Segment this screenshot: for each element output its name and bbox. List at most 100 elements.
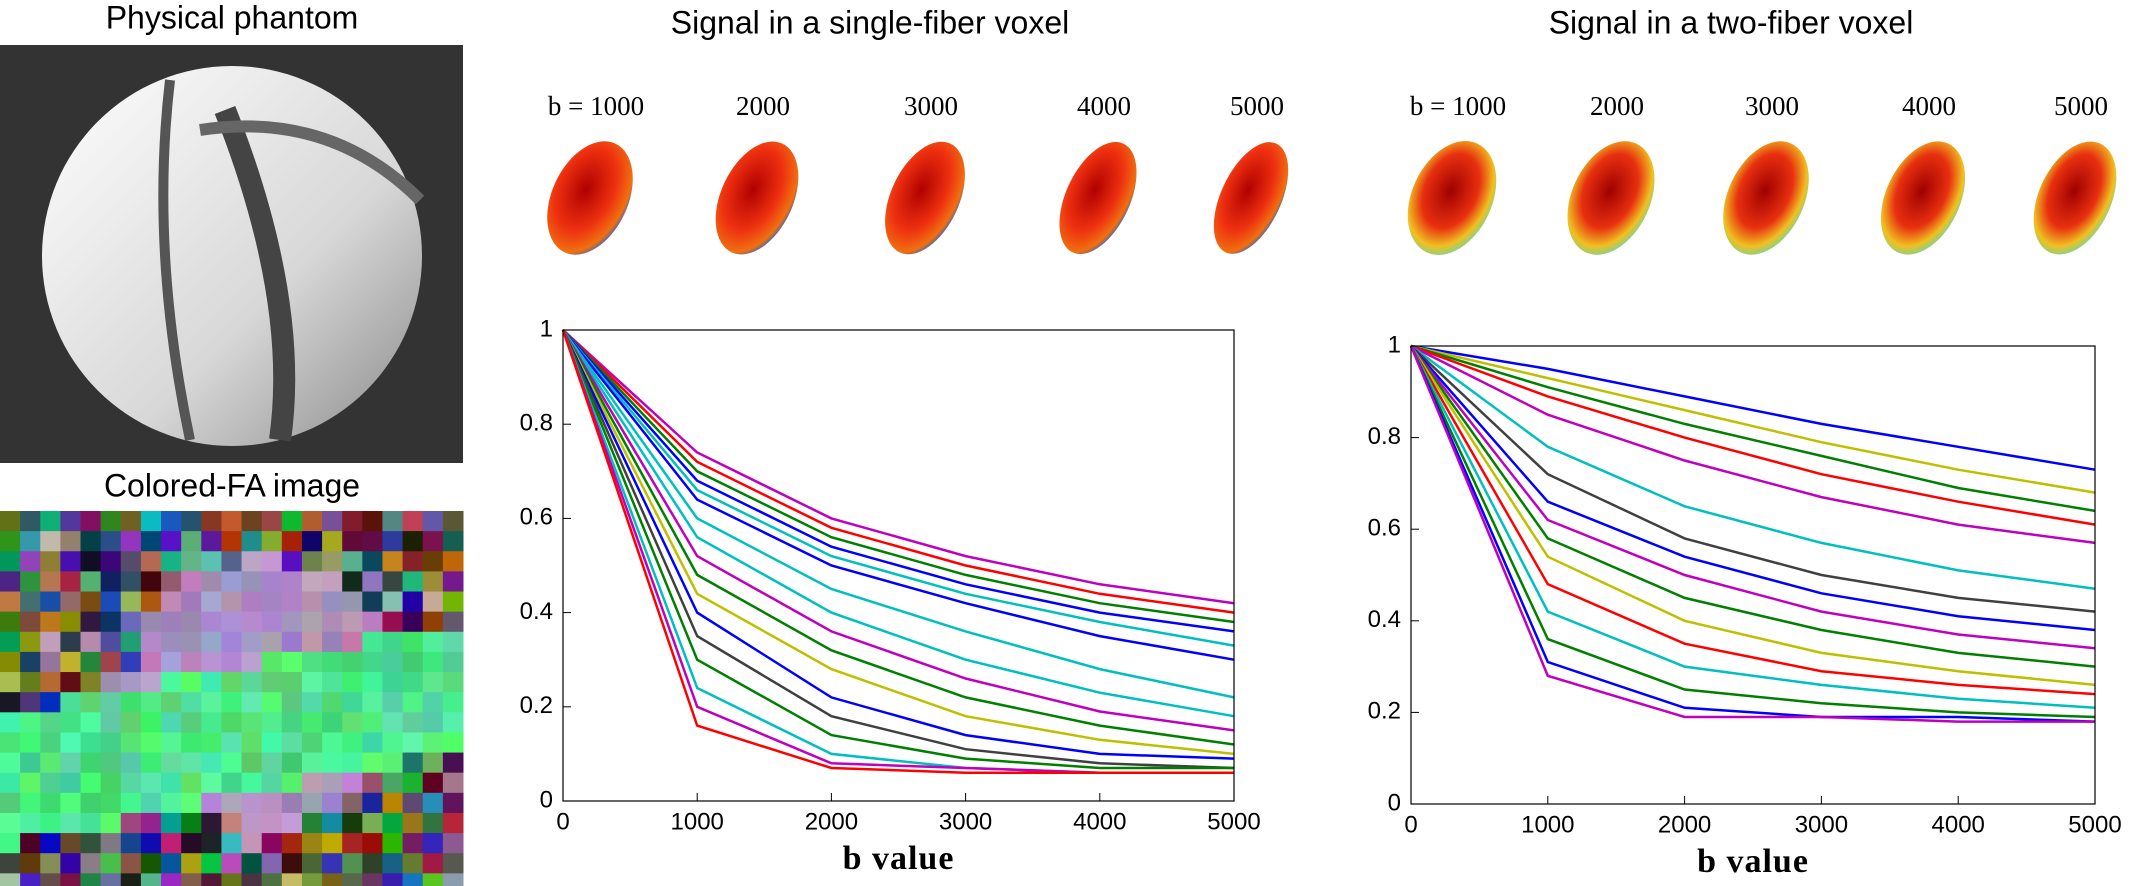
fa-pixel [342, 752, 363, 774]
fa-pixel [40, 611, 61, 633]
fa-pixel [342, 571, 363, 593]
fa-pixel [442, 772, 464, 794]
fa-pixel [342, 833, 363, 854]
fa-pixel [382, 833, 404, 854]
fa-pixel [40, 531, 61, 552]
fa-pixel [342, 712, 363, 733]
fa-pixel [281, 833, 303, 854]
fa-pixel [301, 752, 323, 774]
fa-pixel [281, 732, 303, 754]
fa-pixel [40, 833, 61, 854]
fa-pixel [0, 732, 21, 754]
fa-pixel [181, 651, 202, 673]
x-tick-label: 4000 [1073, 808, 1126, 835]
fa-pixel [322, 511, 343, 532]
data-line [1410, 345, 2096, 650]
glyph-label: 4000 [1077, 91, 1131, 121]
fa-pixel [100, 672, 122, 693]
fa-pixel [60, 712, 82, 733]
fa-pixel [221, 853, 243, 874]
data-line [562, 329, 1235, 647]
y-tick-label: 0 [1388, 789, 1401, 816]
fa-pixel [382, 772, 404, 794]
fa-pixel [201, 591, 222, 613]
fa-pixel [140, 672, 162, 693]
data-line [561, 329, 1235, 718]
data-line [562, 329, 1235, 605]
fa-pixel [20, 812, 41, 834]
fa-pixel [281, 611, 303, 633]
fa-pixel [20, 772, 41, 794]
fa-pixel [322, 833, 343, 854]
fa-pixel [382, 531, 404, 552]
fa-pixel [60, 873, 82, 886]
fa-pixel [241, 712, 263, 733]
fa-pixel [161, 792, 182, 814]
fa-pixel [402, 712, 424, 733]
fa-pixel [402, 833, 424, 854]
fa-pixel [301, 571, 323, 593]
fa-pixel [322, 571, 343, 593]
data-line [1409, 345, 2096, 723]
fa-pixel [362, 732, 383, 754]
fa-pixel [140, 511, 162, 532]
fa-pixel [422, 571, 444, 593]
fa-pixel [402, 611, 424, 633]
fa-pixel [422, 732, 444, 754]
fa-pixel [120, 651, 142, 673]
glyph [885, 141, 965, 255]
fa-pixel [442, 812, 464, 834]
fa-pixel [100, 833, 122, 854]
fa-pixel [442, 833, 464, 854]
fa-pixel [80, 792, 102, 814]
x-axis-label: b value [843, 840, 955, 877]
x-axis-label: b value [1697, 843, 1809, 880]
fa-pixel [181, 712, 202, 733]
glyph-label: 3000 [904, 91, 958, 121]
fa-pixel [20, 571, 41, 593]
fa-pixel [281, 873, 303, 886]
fa-pixel [301, 812, 323, 834]
fa-pixel [402, 692, 424, 713]
glyph [1407, 141, 1497, 255]
fa-pixel [140, 651, 162, 673]
fa-pixel [100, 792, 122, 814]
chart-title: Signal in a single-fiber voxel [671, 4, 1069, 40]
y-tick-label: 0.2 [1368, 698, 1401, 725]
fa-pixel [140, 853, 162, 874]
fa-pixel [442, 611, 464, 633]
fa-pixel [422, 591, 444, 613]
fa-pixel [140, 551, 162, 572]
data-line [561, 329, 1235, 746]
fa-pixel [422, 772, 444, 794]
fa-pixel [342, 873, 363, 886]
fa-pixel [261, 853, 283, 874]
fa-pixel [322, 672, 343, 693]
fa-pixel [120, 873, 142, 886]
fa-pixel [20, 651, 41, 673]
data-line [1409, 345, 2096, 687]
fa-pixel [20, 611, 41, 633]
fa-pixel [422, 611, 444, 633]
fa-pixel [221, 531, 243, 552]
fa-pixel [362, 812, 383, 834]
fa-pixel [342, 611, 363, 633]
data-line [1409, 345, 2095, 723]
fa-pixel [60, 833, 82, 854]
fa-pixel [362, 752, 383, 774]
fa-pixel [362, 531, 383, 552]
fa-pixel [322, 772, 343, 794]
fa-pixel [201, 772, 222, 794]
fa-pixel [261, 672, 283, 693]
fa-pixel [382, 672, 404, 693]
fa-pixel [281, 752, 303, 774]
fa-pixel [40, 551, 61, 572]
fa-pixel [342, 631, 363, 653]
fa-pixel [0, 833, 21, 854]
fa-pixel [120, 692, 142, 713]
fa-pixel [422, 752, 444, 774]
fa-pixel [140, 611, 162, 633]
y-tick-label: 1 [540, 315, 553, 342]
fa-pixel [362, 571, 383, 593]
fa-pixel [442, 732, 464, 754]
